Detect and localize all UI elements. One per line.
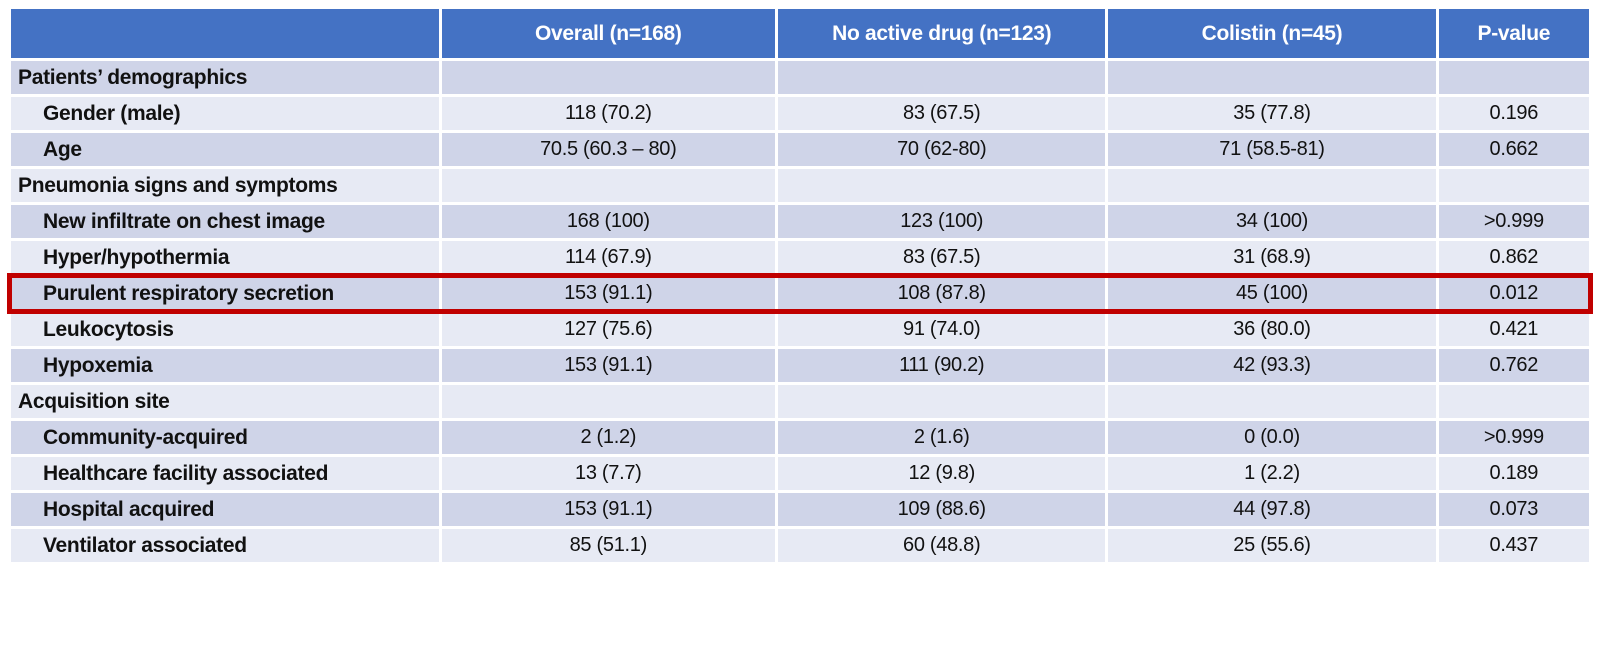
- colistin-value-cell: 45 (100): [1108, 277, 1436, 310]
- p-value-cell: 0.662: [1438, 133, 1589, 166]
- overall-value-cell: [441, 61, 776, 94]
- no-active-drug-value-cell: [778, 61, 1106, 94]
- p-value-cell: 0.762: [1438, 349, 1589, 382]
- no-active-drug-value-cell: 91 (74.0): [778, 313, 1106, 346]
- row-label: Leukocytosis: [11, 313, 439, 346]
- row-label: Acquisition site: [11, 385, 439, 418]
- p-value-cell: [1438, 61, 1589, 94]
- colistin-value-cell: 42 (93.3): [1108, 349, 1436, 382]
- no-active-drug-value-cell: 109 (88.6): [778, 493, 1106, 526]
- no-active-drug-value-cell: 70 (62-80): [778, 133, 1106, 166]
- row-label: Healthcare facility associated: [11, 457, 439, 490]
- table-row: Ventilator associated 85 (51.1) 60 (48.8) 2…: [11, 529, 1589, 562]
- clinical-comparison-table: Overall (n=168) No active drug (n=123) Col…: [7, 6, 1593, 565]
- row-label: Hypoxemia: [11, 349, 439, 382]
- table-row: Age 70.5 (60.3 – 80) 70 (62-80) 71 (58.5-81…: [11, 133, 1589, 166]
- colistin-column-header: Colistin (n=45): [1108, 9, 1436, 58]
- no-active-drug-value-cell: 12 (9.8): [778, 457, 1106, 490]
- colistin-value-cell: [1108, 169, 1436, 202]
- row-label: Hyper/hypothermia: [11, 241, 439, 274]
- table-row: New infiltrate on chest image 168 (100) 12…: [11, 205, 1589, 238]
- overall-value-cell: [441, 385, 776, 418]
- highlighted-row: Purulent respiratory secretion 153 (91.1)…: [7, 273, 1593, 314]
- overall-value-cell: 153 (91.1): [441, 277, 776, 310]
- p-value-cell: 0.437: [1438, 529, 1589, 562]
- overall-value-cell: 153 (91.1): [441, 349, 776, 382]
- overall-value-cell: 70.5 (60.3 – 80): [441, 133, 776, 166]
- colistin-value-cell: 1 (2.2): [1108, 457, 1436, 490]
- table-row: Leukocytosis 127 (75.6) 91 (74.0) 36 (80.0)…: [11, 313, 1589, 346]
- row-label: Pneumonia signs and symptoms: [11, 169, 439, 202]
- no-active-drug-value-cell: 123 (100): [778, 205, 1106, 238]
- row-label: Purulent respiratory secretion: [11, 277, 439, 310]
- row-label: Age: [11, 133, 439, 166]
- overall-value-cell: 2 (1.2): [441, 421, 776, 454]
- p-value-cell: 0.189: [1438, 457, 1589, 490]
- no-active-drug-column-header: No active drug (n=123): [778, 9, 1106, 58]
- p-value-column-header: P-value: [1438, 9, 1589, 58]
- overall-value-cell: 118 (70.2): [441, 97, 776, 130]
- table-body: Patients’ demographics Gender (male) 118 (…: [7, 61, 1593, 562]
- table-row: Hyper/hypothermia 114 (67.9) 83 (67.5) 31 (…: [11, 241, 1589, 274]
- p-value-cell: >0.999: [1438, 421, 1589, 454]
- no-active-drug-value-cell: [778, 385, 1106, 418]
- overall-value-cell: 13 (7.7): [441, 457, 776, 490]
- row-label: Ventilator associated: [11, 529, 439, 562]
- no-active-drug-value-cell: 83 (67.5): [778, 97, 1106, 130]
- colistin-value-cell: 35 (77.8): [1108, 97, 1436, 130]
- overall-column-header: Overall (n=168): [441, 9, 776, 58]
- colistin-value-cell: 44 (97.8): [1108, 493, 1436, 526]
- p-value-cell: 0.862: [1438, 241, 1589, 274]
- p-value-cell: 0.073: [1438, 493, 1589, 526]
- p-value-cell: [1438, 169, 1589, 202]
- row-label: Community-acquired: [11, 421, 439, 454]
- colistin-value-cell: 25 (55.6): [1108, 529, 1436, 562]
- p-value-cell: 0.012: [1438, 277, 1589, 310]
- overall-value-cell: 168 (100): [441, 205, 776, 238]
- colistin-value-cell: 71 (58.5-81): [1108, 133, 1436, 166]
- p-value-cell: 0.196: [1438, 97, 1589, 130]
- p-value-cell: [1438, 385, 1589, 418]
- row-label: New infiltrate on chest image: [11, 205, 439, 238]
- overall-value-cell: 114 (67.9): [441, 241, 776, 274]
- section-row: Pneumonia signs and symptoms: [11, 169, 1589, 202]
- table-row: Healthcare facility associated 13 (7.7) 12…: [11, 457, 1589, 490]
- section-row: Acquisition site: [11, 385, 1589, 418]
- row-label: Gender (male): [11, 97, 439, 130]
- table-row: Hospital acquired 153 (91.1) 109 (88.6) 44 …: [11, 493, 1589, 526]
- table-row: Community-acquired 2 (1.2) 2 (1.6) 0 (0.0) >…: [11, 421, 1589, 454]
- colistin-value-cell: 31 (68.9): [1108, 241, 1436, 274]
- table-row: Gender (male) 118 (70.2) 83 (67.5) 35 (77.8…: [11, 97, 1589, 130]
- colistin-value-cell: 34 (100): [1108, 205, 1436, 238]
- no-active-drug-value-cell: 2 (1.6): [778, 421, 1106, 454]
- colistin-value-cell: 0 (0.0): [1108, 421, 1436, 454]
- no-active-drug-value-cell: 108 (87.8): [778, 277, 1106, 310]
- no-active-drug-value-cell: 83 (67.5): [778, 241, 1106, 274]
- p-value-cell: >0.999: [1438, 205, 1589, 238]
- overall-value-cell: 85 (51.1): [441, 529, 776, 562]
- row-label: Patients’ demographics: [11, 61, 439, 94]
- colistin-value-cell: 36 (80.0): [1108, 313, 1436, 346]
- colistin-value-cell: [1108, 61, 1436, 94]
- table-row: Hypoxemia 153 (91.1) 111 (90.2) 42 (93.3) 0.…: [11, 349, 1589, 382]
- overall-value-cell: 153 (91.1): [441, 493, 776, 526]
- row-label-header: [11, 9, 439, 58]
- p-value-cell: 0.421: [1438, 313, 1589, 346]
- overall-value-cell: [441, 169, 776, 202]
- colistin-value-cell: [1108, 385, 1436, 418]
- row-label: Hospital acquired: [11, 493, 439, 526]
- no-active-drug-value-cell: 111 (90.2): [778, 349, 1106, 382]
- study-table: Overall (n=168) No active drug (n=123) Col…: [7, 6, 1593, 565]
- no-active-drug-value-cell: [778, 169, 1106, 202]
- overall-value-cell: 127 (75.6): [441, 313, 776, 346]
- section-row: Patients’ demographics: [11, 61, 1589, 94]
- table-header-row: Overall (n=168) No active drug (n=123) Col…: [11, 9, 1589, 58]
- no-active-drug-value-cell: 60 (48.8): [778, 529, 1106, 562]
